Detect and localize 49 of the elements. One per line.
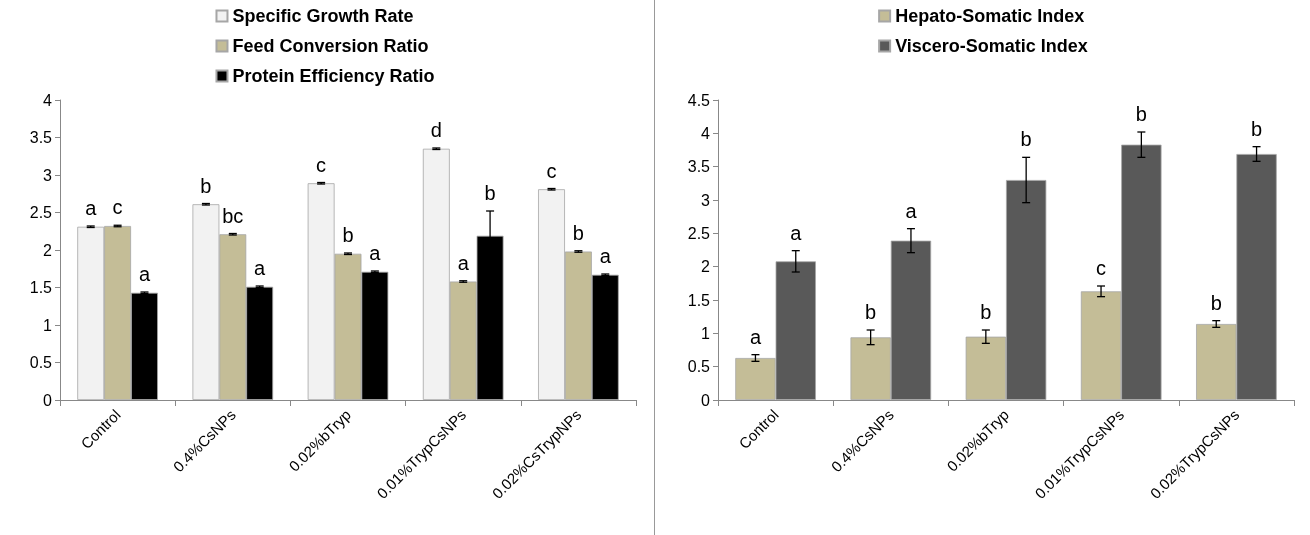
y-tick-label: 0 <box>43 391 53 409</box>
y-tick-label: 1 <box>701 324 711 342</box>
y-tick-label: 3.5 <box>687 158 711 176</box>
data-label: a <box>85 197 98 219</box>
legend-label: Viscero-Somatic Index <box>895 36 1088 56</box>
legend-label: Specific Growth Rate <box>232 6 414 26</box>
data-label: b <box>484 182 496 204</box>
data-label: c <box>546 159 557 182</box>
data-label: d <box>430 119 442 141</box>
y-tick-label: 2 <box>701 258 711 276</box>
data-label: a <box>457 251 470 274</box>
data-label: b <box>865 301 877 323</box>
y-tick-label: 2.5 <box>29 204 53 221</box>
y-tick-label: 0.5 <box>687 358 711 376</box>
data-label: a <box>138 263 151 285</box>
data-label: a <box>905 199 918 222</box>
data-label: a <box>790 221 803 244</box>
y-tick-label: 3.5 <box>29 129 53 146</box>
y-tick-label: 2 <box>43 241 53 259</box>
data-label: b <box>1135 103 1147 125</box>
data-label: c <box>112 196 123 219</box>
legend-label: Feed Conversion Ratio <box>232 36 429 56</box>
y-tick-label: 0.5 <box>29 354 53 371</box>
y-tick-label: 2.5 <box>687 224 711 242</box>
data-label: c <box>1096 257 1107 279</box>
legend-label: Protein Efficiency Ratio <box>232 66 435 86</box>
y-tick-label: 1 <box>43 316 53 334</box>
data-label: c <box>316 153 327 176</box>
y-tick-label: 0 <box>701 391 711 409</box>
data-label: a <box>749 325 762 348</box>
y-tick-label: 4 <box>43 91 53 109</box>
data-label: b <box>342 224 354 246</box>
data-label: a <box>369 242 382 264</box>
data-label: b <box>980 301 992 323</box>
y-tick-label: 1.5 <box>687 291 711 309</box>
y-tick-label: 4 <box>701 124 711 142</box>
data-label: bc <box>222 204 244 227</box>
data-label: a <box>599 245 612 267</box>
data-label: b <box>1020 128 1032 151</box>
data-label: b <box>1251 117 1263 140</box>
y-tick-label: 3 <box>43 166 53 184</box>
data-label: b <box>1210 291 1222 314</box>
y-tick-label: 3 <box>701 191 711 209</box>
data-label: a <box>254 257 267 279</box>
y-tick-label: 4.5 <box>687 91 711 109</box>
data-label: b <box>200 174 212 197</box>
y-tick-label: 1.5 <box>29 279 53 296</box>
data-label: b <box>572 221 584 244</box>
legend-label: Hepato-Somatic Index <box>895 6 1085 26</box>
